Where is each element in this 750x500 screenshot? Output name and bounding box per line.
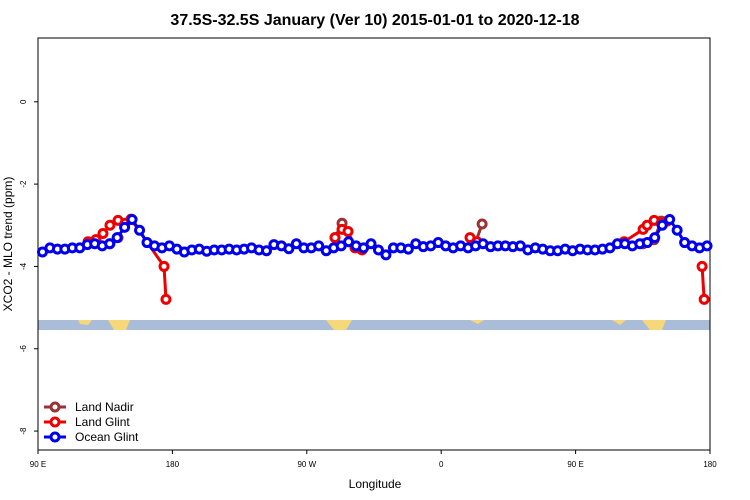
- point: [664, 214, 676, 226]
- point: [329, 232, 341, 244]
- x-tick-label: 90 W: [297, 460, 316, 469]
- point: [649, 232, 661, 244]
- point: [97, 228, 109, 240]
- point: [641, 237, 653, 249]
- point: [126, 214, 138, 226]
- point: [698, 293, 710, 305]
- y-tick-label: -4: [19, 262, 28, 270]
- point: [134, 224, 146, 236]
- point: [402, 243, 414, 255]
- point: [158, 260, 170, 272]
- point: [656, 219, 668, 231]
- y-tick-label: -8: [19, 427, 28, 435]
- chart-title: 37.5S-32.5S January (Ver 10) 2015-01-01 …: [170, 12, 579, 29]
- legend-label: Ocean Glint: [75, 430, 139, 444]
- legend-marker: [49, 416, 61, 428]
- point: [260, 245, 272, 257]
- point: [365, 238, 377, 250]
- point: [283, 243, 295, 255]
- point: [671, 224, 683, 236]
- x-axis-label: Longitude: [349, 477, 402, 491]
- y-tick-label: -6: [19, 345, 28, 353]
- y-tick-label: -2: [19, 180, 28, 188]
- legend-label: Land Nadir: [75, 400, 134, 414]
- x-tick-label: 0: [439, 460, 444, 469]
- x-tick-label: 180: [166, 460, 180, 469]
- x-tick-label: 90 E: [30, 460, 46, 469]
- x-tick-label: 180: [703, 460, 717, 469]
- point: [313, 240, 325, 252]
- point: [104, 238, 116, 250]
- point: [696, 260, 708, 272]
- point: [641, 219, 653, 231]
- map-strip: [38, 320, 710, 330]
- legend-label: Land Glint: [75, 415, 130, 429]
- y-axis-label: XCO2 - MLO trend (ppm): [1, 177, 15, 312]
- point: [119, 221, 131, 233]
- legend-marker: [49, 401, 61, 413]
- point: [380, 249, 392, 261]
- point: [701, 240, 713, 252]
- y-tick-label: 0: [19, 99, 28, 104]
- point: [111, 232, 123, 244]
- point: [372, 244, 384, 256]
- point: [104, 219, 116, 231]
- point: [476, 218, 488, 230]
- legend-marker: [49, 431, 61, 443]
- point: [342, 225, 354, 237]
- point: [160, 293, 172, 305]
- x-tick-label: 90 E: [567, 460, 583, 469]
